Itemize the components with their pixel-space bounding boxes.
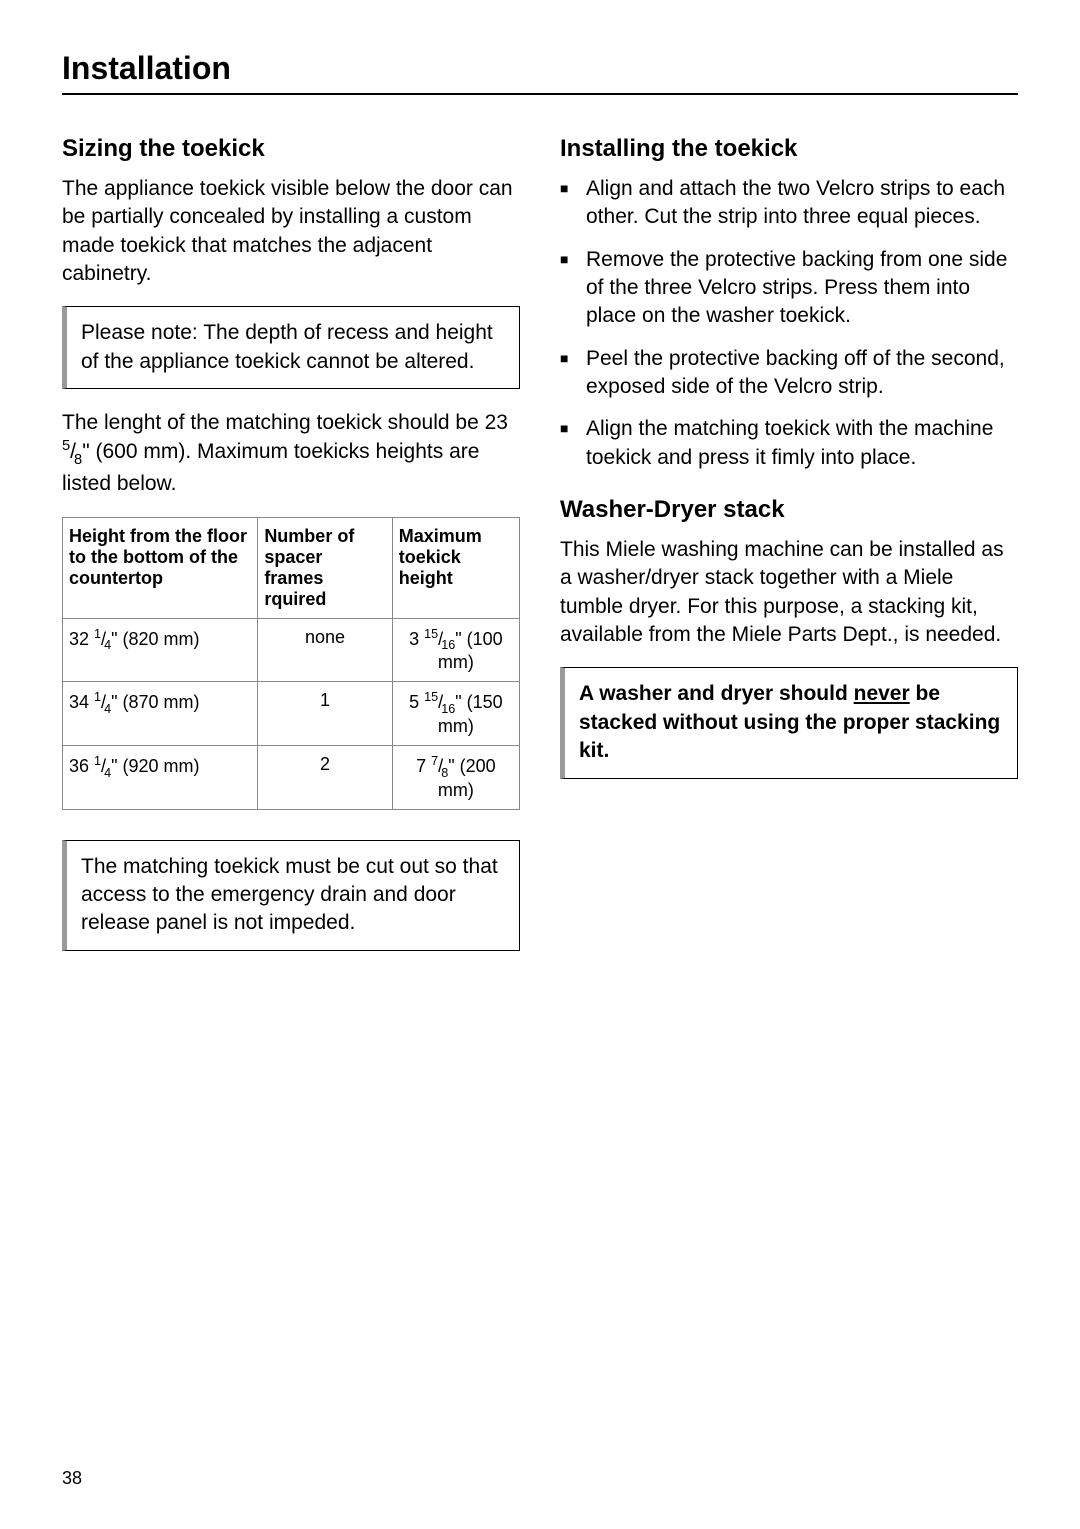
list-item: Peel the protective backing off of the s… bbox=[560, 345, 1018, 402]
warning-pre: A washer and dryer should bbox=[579, 682, 854, 705]
table-cell: 34 1/4" (870 mm) bbox=[63, 682, 258, 746]
length-text: The lenght of the matching toekick shoul… bbox=[62, 409, 520, 499]
list-item: Remove the protective backing from one s… bbox=[560, 246, 1018, 331]
right-column: Installing the toekick Align and attach … bbox=[560, 135, 1018, 971]
table-cell: 5 15/16" (150 mm) bbox=[392, 682, 519, 746]
stack-text: This Miele washing machine can be instal… bbox=[560, 536, 1018, 649]
page-number: 38 bbox=[62, 1468, 82, 1489]
stack-heading: Washer-Dryer stack bbox=[560, 496, 1018, 524]
depth-note-box: Please note: The depth of recess and hei… bbox=[62, 306, 520, 389]
table-header-height: Height from the floor to the bottom of t… bbox=[63, 517, 258, 618]
table-cell: 36 1/4" (920 mm) bbox=[63, 745, 258, 809]
warning-underline: never bbox=[854, 682, 910, 705]
table-row: 36 1/4" (920 mm)27 7/8" (200 mm) bbox=[63, 745, 520, 809]
table-cell: 1 bbox=[258, 682, 392, 746]
toekick-table: Height from the floor to the bottom of t… bbox=[62, 517, 520, 810]
table-row: 34 1/4" (870 mm)15 15/16" (150 mm) bbox=[63, 682, 520, 746]
table-cell: 7 7/8" (200 mm) bbox=[392, 745, 519, 809]
page-title: Installation bbox=[62, 50, 1018, 95]
length-text-pre: The lenght of the matching toekick shoul… bbox=[62, 411, 508, 434]
installing-heading: Installing the toekick bbox=[560, 135, 1018, 163]
table-header-spacer: Number of spacer frames rquired bbox=[258, 517, 392, 618]
table-header-max: Maximum toekick height bbox=[392, 517, 519, 618]
install-steps: Align and attach the two Velcro strips t… bbox=[560, 175, 1018, 472]
table-cell: 32 1/4" (820 mm) bbox=[63, 618, 258, 682]
table-cell: 3 15/16" (100 mm) bbox=[392, 618, 519, 682]
list-item: Align and attach the two Velcro strips t… bbox=[560, 175, 1018, 232]
length-text-post: " (600 mm). Maximum toekicks heights are… bbox=[62, 440, 479, 495]
table-row: 32 1/4" (820 mm)none3 15/16" (100 mm) bbox=[63, 618, 520, 682]
list-item: Align the matching toekick with the mach… bbox=[560, 415, 1018, 472]
table-cell: none bbox=[258, 618, 392, 682]
sizing-heading: Sizing the toekick bbox=[62, 135, 520, 163]
content-columns: Sizing the toekick The appliance toekick… bbox=[62, 135, 1018, 971]
cutout-note-box: The matching toekick must be cut out so … bbox=[62, 840, 520, 951]
sizing-intro: The appliance toekick visible below the … bbox=[62, 175, 520, 288]
left-column: Sizing the toekick The appliance toekick… bbox=[62, 135, 520, 971]
table-cell: 2 bbox=[258, 745, 392, 809]
stack-warning-box: A washer and dryer should never be stack… bbox=[560, 667, 1018, 778]
length-fraction: 5/8 bbox=[62, 440, 82, 463]
